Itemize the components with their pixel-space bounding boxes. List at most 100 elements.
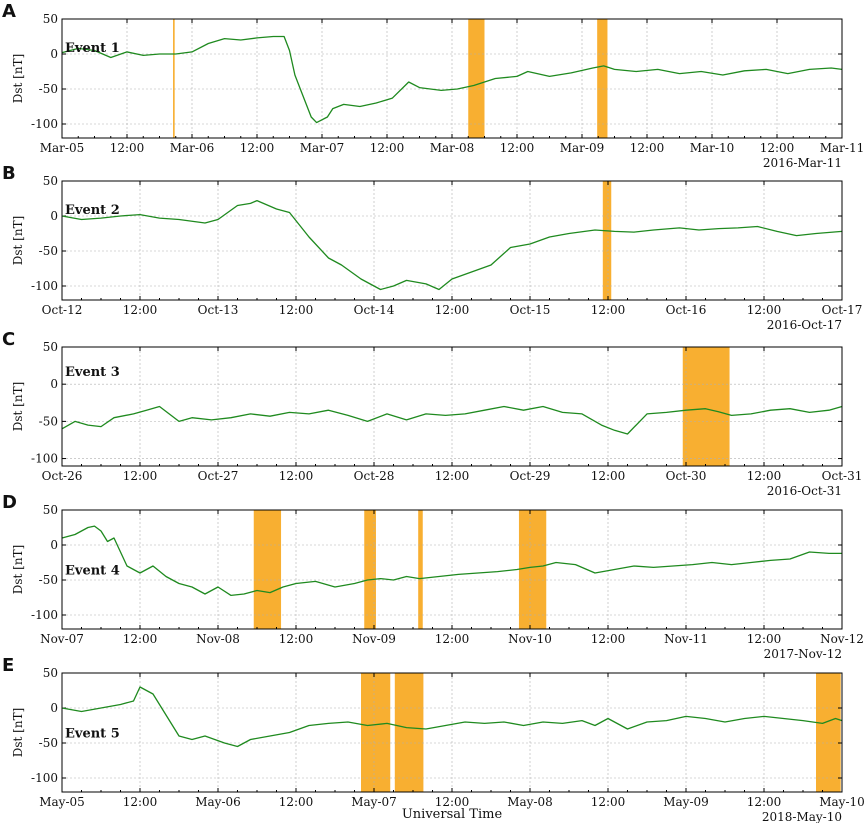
x-tick-label: May-07 [351,795,397,809]
event-label: Event 3 [65,365,120,380]
panel-letter: C [2,329,15,350]
x-tick-label: Oct-14 [354,303,395,317]
panel-letter: A [2,1,16,22]
shaded-interval-2 [364,510,376,629]
shaded-interval-3 [597,19,608,138]
x-tick-label: 12:00 [435,795,470,809]
x-tick-label: 12:00 [591,303,626,317]
shaded-interval-1 [602,181,612,300]
x-tick-label: May-10 [819,795,865,809]
x-tick-label: Oct-29 [510,469,551,483]
y-tick-label: -50 [39,82,58,96]
x-tick-label: 12:00 [630,141,665,155]
panel-letter: E [2,655,14,676]
dst-series-line [61,525,842,597]
y-tick-label: 50 [43,666,58,680]
x-tick-label: Oct-15 [510,303,551,317]
x-tick-label: 12:00 [279,303,314,317]
event-label: Event 4 [65,564,120,579]
event-label: Event 2 [65,203,120,218]
x-tick-label: 12:00 [123,795,158,809]
y-tick-label: 50 [43,340,58,354]
date-label: 2017-Nov-12 [764,647,842,661]
shaded-interval-4 [518,510,547,629]
y-tick-label: -100 [31,279,58,293]
x-tick-label: 12:00 [110,141,145,155]
x-tick-label: 12:00 [747,303,782,317]
x-tick-label: 12:00 [747,632,782,646]
plot-frame [61,180,843,301]
plot-frame [61,346,843,467]
panel-a: Mar-05 12:00 Mar-06 12:00 Mar-07 12:00 Mar-08 1… [2,1,864,170]
x-tick-label: Oct-16 [666,303,707,317]
x-tick-label: Oct-26 [42,469,83,483]
x-tick-label: 12:00 [240,141,275,155]
x-tick-label: Mar-06 [170,141,215,155]
x-tick-label: 12:00 [747,469,782,483]
x-tick-label: 12:00 [435,303,470,317]
shaded-interval-1 [253,510,282,629]
event-label: Event 1 [65,41,120,56]
x-tick-label: Oct-31 [822,469,863,483]
x-tick-label: Oct-27 [198,469,239,483]
dst-series-line [61,405,843,435]
x-tick-label: Mar-05 [40,141,85,155]
panel-c: Oct-26 12:00 Oct-27 12:00 Oct-28 12:00 Oct-29 1… [2,329,862,498]
y-tick-label: -50 [39,573,58,587]
x-tick-label: Nov-07 [40,632,84,646]
shaded-interval-3 [418,510,423,629]
x-tick-label: Oct-12 [42,303,83,317]
x-tick-label: 12:00 [123,632,158,646]
x-tick-label: 12:00 [591,632,626,646]
y-axis-label: Dst [nT] [11,216,25,266]
y-tick-label: 50 [43,174,58,188]
x-tick-label: May-06 [195,795,241,809]
y-tick-label: -50 [39,244,58,258]
shaded-interval-1 [173,19,175,138]
x-tick-label: Mar-11 [820,141,865,155]
y-axis-label: Dst [nT] [11,708,25,758]
x-tick-label: Nov-08 [196,632,240,646]
y-tick-label: -50 [39,414,58,428]
x-tick-label: Oct-30 [666,469,707,483]
y-tick-label: 0 [50,538,58,552]
x-tick-label: 12:00 [279,469,314,483]
x-tick-label: Oct-13 [198,303,239,317]
y-tick-label: 50 [43,12,58,26]
x-tick-label: 12:00 [279,632,314,646]
shaded-interval-2 [394,673,424,792]
x-tick-label: 12:00 [370,141,405,155]
x-tick-label: 12:00 [500,141,535,155]
panel-letter: B [2,163,16,184]
x-tick-label: Mar-07 [300,141,345,155]
x-tick-label: Oct-17 [822,303,863,317]
x-tick-label: Nov-11 [664,632,708,646]
x-tick-label: 12:00 [123,469,158,483]
shaded-interval-3 [816,673,841,792]
x-tick-label: Nov-09 [352,632,396,646]
x-tick-label: 12:00 [760,141,795,155]
dst-series-line [61,35,843,124]
x-tick-label: 12:00 [435,469,470,483]
y-tick-label: -50 [39,736,58,750]
y-tick-label: -100 [31,117,58,131]
y-tick-label: 0 [50,209,58,223]
x-tick-label: 12:00 [591,469,626,483]
date-label: 2016-Mar-11 [763,156,842,170]
dst-series-line [61,199,843,291]
x-tick-label: Mar-08 [430,141,475,155]
dst-series-line [61,686,843,748]
y-tick-label: 50 [43,503,58,517]
x-tick-label: 12:00 [591,795,626,809]
x-tick-label: Nov-10 [508,632,552,646]
panel-b: Oct-12 12:00 Oct-13 12:00 Oct-14 12:00 Oct-15 1… [2,163,862,332]
y-tick-label: -100 [31,771,58,785]
y-axis-label: Dst [nT] [11,382,25,432]
x-axis-title: Universal Time [402,807,503,822]
shaded-interval-1 [361,673,391,792]
y-tick-label: -100 [31,452,58,466]
x-tick-label: Oct-28 [354,469,395,483]
date-label: 2016-Oct-17 [767,318,842,332]
panel-letter: D [2,492,17,513]
